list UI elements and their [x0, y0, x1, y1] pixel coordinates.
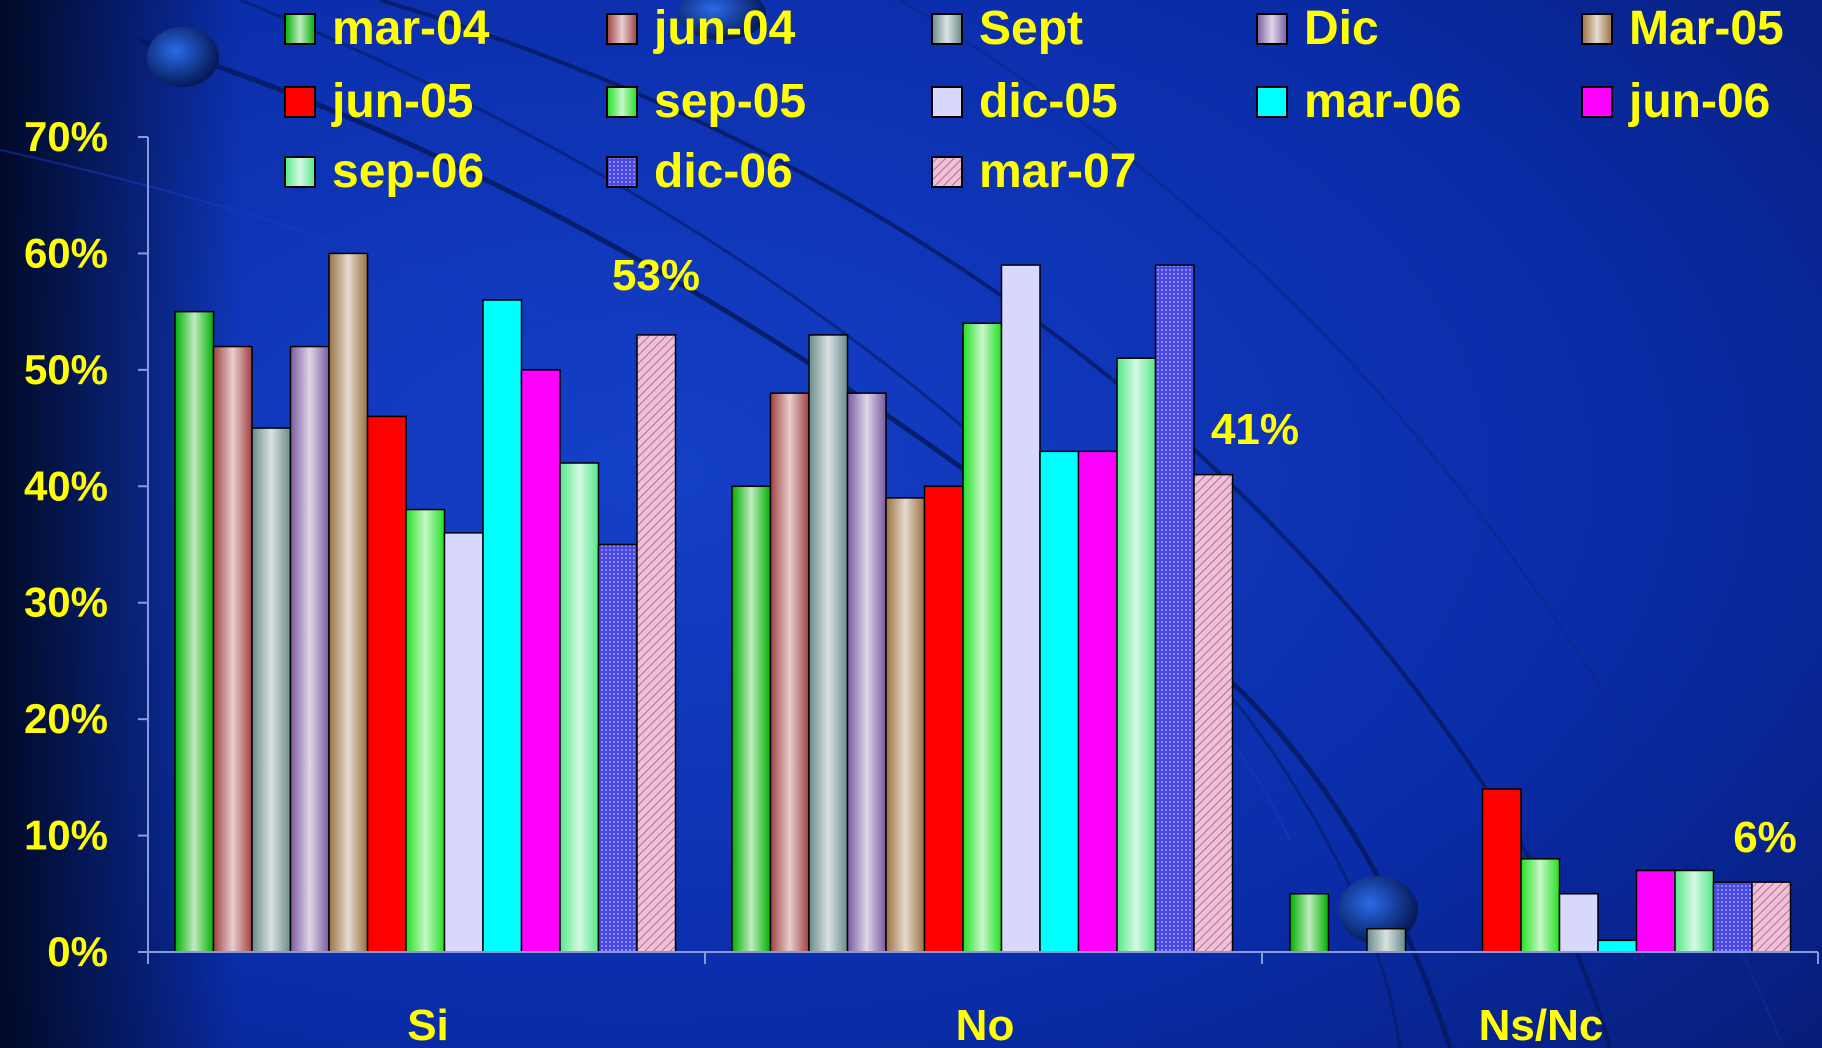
decorative-sphere: [147, 27, 219, 87]
legend-item: sep-06: [284, 145, 484, 198]
annotations: 53% 41% 6%: [612, 251, 1797, 862]
legend-label: mar-04: [332, 2, 490, 55]
legend-item: jun-05: [284, 75, 473, 128]
legend-swatch: [606, 13, 638, 45]
legend-swatch: [931, 86, 963, 118]
legend-swatch: [284, 156, 316, 188]
x-category-label: Ns/Nc: [1479, 1001, 1604, 1048]
legend: mar-04 jun-04 Sept Dic Mar-05 jun-05 sep-05 dic…: [284, 2, 1784, 198]
legend-swatch: [606, 156, 638, 188]
bar-mar-07-Si: [636, 334, 677, 953]
legend-swatch: [1256, 13, 1288, 45]
legend-swatch: [931, 156, 963, 188]
legend-swatch: [931, 13, 963, 45]
bar-mar-07-No: [1193, 473, 1234, 953]
bar-Sept-Ns/Nc: [1366, 927, 1407, 953]
bar-Sept-Si: [251, 427, 292, 953]
legend-label: dic-06: [654, 145, 793, 198]
legend-item: jun-04: [606, 2, 796, 55]
legend-item: dic-05: [931, 75, 1118, 128]
legend-label: mar-07: [979, 145, 1136, 198]
bar-jun-04-Si: [212, 345, 253, 953]
legend-swatch: [1581, 86, 1613, 118]
bar-mar-04-Si: [174, 310, 215, 953]
bar-dic-05-Si: [443, 532, 484, 953]
decorative-sphere: [1338, 876, 1418, 944]
y-axis: 0% 10% 20% 30% 40% 50% 60% 70%: [24, 113, 149, 975]
legend-label: mar-06: [1304, 75, 1461, 128]
y-tick-label: 30%: [24, 579, 108, 626]
bar-Dic-Si: [289, 345, 330, 953]
legend-item: mar-07: [931, 145, 1136, 198]
bar-dic-05-Ns/Nc: [1558, 893, 1599, 953]
bar-Dic-No: [846, 392, 887, 953]
bar-mar-06-Ns/Nc: [1597, 939, 1638, 953]
bar-jun-05-Ns/Nc: [1481, 788, 1522, 953]
legend-label: sep-05: [654, 75, 806, 128]
y-tick-label: 50%: [24, 346, 108, 393]
legend-label: Sept: [979, 2, 1083, 55]
bar-mar-04-Ns/Nc: [1289, 893, 1330, 953]
bar-sep-05-Ns/Nc: [1520, 858, 1561, 953]
bar-mar-06-No: [1039, 450, 1080, 953]
legend-item: jun-06: [1581, 75, 1770, 128]
bar-jun-06-No: [1077, 450, 1118, 953]
bar-jun-06-Ns/Nc: [1635, 869, 1676, 953]
y-tick-label: 40%: [24, 462, 108, 509]
legend-label: jun-06: [1628, 75, 1770, 128]
data-label: 6%: [1733, 813, 1797, 862]
x-category-label: No: [956, 1001, 1015, 1048]
legend-item: Dic: [1256, 2, 1379, 55]
y-tick-label: 20%: [24, 695, 108, 742]
x-category-label: Si: [407, 1001, 449, 1048]
legend-swatch: [284, 13, 316, 45]
bar-dic-06-Ns/Nc: [1712, 881, 1753, 953]
y-tick-label: 70%: [24, 113, 108, 160]
legend-label: jun-05: [331, 75, 473, 128]
legend-item: Mar-05: [1581, 2, 1784, 55]
legend-label: jun-04: [653, 2, 796, 55]
data-label: 53%: [612, 251, 700, 300]
legend-item: sep-05: [606, 75, 806, 128]
bars: [174, 252, 1792, 953]
legend-swatch: [1256, 86, 1288, 118]
bar-sep-06-Si: [559, 462, 600, 953]
legend-swatch: [1581, 13, 1613, 45]
bar-sep-05-Si: [405, 508, 446, 953]
data-label: 41%: [1211, 405, 1299, 454]
bar-dic-06-Si: [597, 543, 638, 953]
bar-jun-05-Si: [366, 415, 407, 953]
decorative-sphere: [678, 0, 766, 40]
legend-label: sep-06: [332, 145, 484, 198]
bar-Sept-No: [808, 334, 849, 953]
legend-item: Sept: [931, 2, 1083, 55]
legend-swatch: [606, 86, 638, 118]
bar-Mar-05-Si: [328, 252, 369, 953]
bar-sep-06-Ns/Nc: [1674, 869, 1715, 953]
legend-label: dic-05: [979, 75, 1118, 128]
legend-item: dic-06: [606, 145, 793, 198]
legend-label: Mar-05: [1629, 2, 1784, 55]
y-tick-label: 0%: [47, 928, 108, 975]
legend-item: mar-06: [1256, 75, 1461, 128]
bar-jun-06-Si: [520, 369, 561, 953]
bar-mar-06-Si: [482, 299, 523, 953]
bar-dic-05-No: [1000, 264, 1041, 953]
bar-Mar-05-No: [885, 497, 926, 953]
bar-sep-06-No: [1116, 357, 1157, 953]
legend-label: Dic: [1304, 2, 1379, 55]
bar-dic-06-No: [1154, 264, 1195, 953]
y-tick-label: 10%: [24, 812, 108, 859]
x-axis: Si No Ns/Nc: [147, 951, 1819, 1048]
bar-jun-05-No: [923, 485, 964, 953]
bar-jun-04-No: [769, 392, 810, 953]
bar-mar-04-No: [731, 485, 772, 953]
y-tick-label: 60%: [24, 229, 108, 276]
legend-swatch: [284, 86, 316, 118]
bar-sep-05-No: [962, 322, 1003, 953]
legend-item: mar-04: [284, 2, 490, 55]
bar-mar-07-Ns/Nc: [1751, 881, 1792, 953]
